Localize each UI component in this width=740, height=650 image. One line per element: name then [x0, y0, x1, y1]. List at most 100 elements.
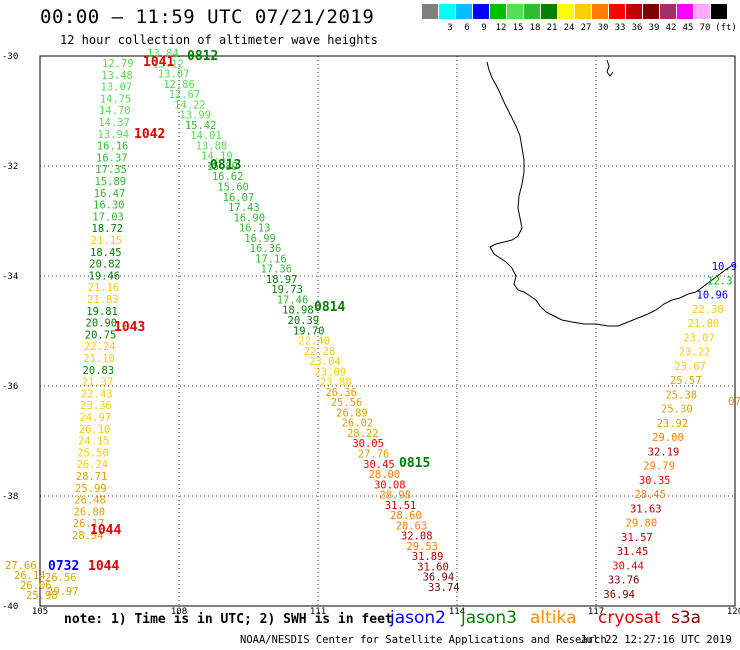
- track-value: 18.98: [282, 305, 314, 317]
- track-value: 17.46: [277, 294, 309, 306]
- scale-label: 12: [495, 23, 507, 33]
- track-value: 25.38: [665, 389, 697, 401]
- track-value: 23.88: [320, 377, 352, 389]
- track-value: 13.94: [98, 129, 130, 141]
- track-value: 23.22: [679, 347, 711, 359]
- track-value: 25.30: [661, 404, 693, 416]
- track-value: 18.45: [90, 247, 122, 259]
- scale-swatch: [439, 4, 455, 19]
- scale-swatch: [541, 4, 557, 19]
- lon-tick-label: 111: [310, 607, 326, 617]
- track-value: 28.45: [634, 489, 666, 501]
- track-value: 14.19: [201, 151, 233, 163]
- track-value: 30.35: [639, 475, 671, 487]
- track-value: 36.94: [603, 589, 635, 601]
- track-value: 21.83: [87, 294, 119, 306]
- track-value: 16.30: [93, 200, 125, 212]
- track-value: 30.44: [612, 560, 644, 572]
- pass-time-label: 0812: [187, 49, 218, 64]
- track-value: 36.94: [423, 572, 455, 584]
- satellite-legend-item: jason3: [461, 608, 517, 628]
- scale-label: 42: [665, 23, 677, 33]
- track-value: 28.54: [72, 530, 104, 542]
- credit-text: NOAA/NESDIS Center for Satellite Applica…: [240, 634, 607, 646]
- scale-unit: (ft): [715, 23, 737, 33]
- track-value: 16.90: [233, 212, 265, 224]
- track-value: 13.88: [196, 140, 228, 152]
- track-value: 26.56: [45, 572, 77, 584]
- track-value: 28.00: [369, 469, 401, 481]
- track-value: 28.60: [390, 510, 422, 522]
- pass-time-label: 0814: [314, 300, 345, 315]
- track-value: 26.89: [336, 407, 368, 419]
- track-value: 30.45: [363, 459, 395, 471]
- track-value: 22.40: [298, 336, 330, 348]
- satellite-legend-item: altika: [530, 608, 577, 628]
- lat-tick-label: -38: [2, 492, 18, 502]
- track-value: 31.57: [621, 532, 653, 544]
- track-value: 12.3: [707, 275, 732, 287]
- track-value: 20.82: [89, 259, 121, 271]
- track-value: 21.16: [88, 282, 120, 294]
- track-value: 31.45: [617, 546, 649, 558]
- track-value: 14.22: [174, 99, 206, 111]
- track-value: 28.63: [396, 520, 428, 532]
- track-value: 18.72: [92, 223, 124, 235]
- pass-time-label: 0815: [399, 456, 430, 471]
- track-value: 30.08: [374, 479, 406, 491]
- scale-label: 33: [614, 23, 626, 33]
- scale-swatch: [524, 4, 540, 19]
- track-value: 21.10: [83, 353, 115, 365]
- scale-swatch: [473, 4, 489, 19]
- track-value: 07: [728, 395, 740, 408]
- track-value: 25.98: [26, 590, 58, 602]
- track-value: 23.07: [683, 332, 715, 344]
- pass-time-label: 0732: [48, 559, 79, 574]
- satellite-legend-item: jason2: [390, 608, 446, 628]
- scale-swatch: [711, 4, 727, 19]
- pass-time-label: 1043: [114, 320, 145, 335]
- track-value: 26.06: [20, 580, 52, 592]
- map-subtitle: 12 hour collection of altimeter wave hei…: [60, 33, 378, 47]
- scale-label: 21: [546, 23, 558, 33]
- track-value: 26.36: [325, 387, 357, 399]
- track-value: 16.47: [94, 188, 126, 200]
- track-value: 23.36: [80, 400, 112, 412]
- track-value: 21.80: [688, 318, 720, 330]
- track-value: 14.37: [98, 117, 130, 129]
- scale-label: 30: [597, 23, 609, 33]
- track-value: 23.04: [309, 356, 341, 368]
- track-value: 20.75: [85, 329, 117, 341]
- scale-label: 9: [481, 23, 487, 33]
- track-value: 15.60: [217, 182, 249, 194]
- track-value: 28.22: [347, 428, 379, 440]
- track-value: 13.99: [179, 110, 211, 122]
- track-value: 21.37: [82, 377, 114, 389]
- track-value: 24.97: [80, 412, 112, 424]
- track-value: 17.36: [260, 264, 292, 276]
- track-value: 21.15: [91, 235, 123, 247]
- scale-label: 36: [631, 23, 643, 33]
- scale-swatch: [643, 4, 659, 19]
- track-value: 22.28: [304, 346, 336, 358]
- track-value: 17.03: [92, 211, 124, 223]
- satellite-legend-item: cryosat: [598, 608, 661, 628]
- track-value: 25.57: [670, 375, 702, 387]
- track-value: 12.67: [169, 89, 201, 101]
- track-value: 17.43: [228, 202, 260, 214]
- pass-time-labels: 1041 0812 1042 0813 0814 1043 0815 1044 1044 0732: [48, 49, 430, 574]
- track-value: 25.56: [331, 397, 363, 409]
- scale-swatch: [456, 4, 472, 19]
- track-value: 22.38: [692, 304, 724, 316]
- lon-tick-label: 114: [449, 607, 465, 617]
- track-value: 16.13: [239, 223, 271, 235]
- track-value: 26.10: [79, 424, 111, 436]
- track-value: 26.80: [74, 506, 106, 518]
- track-value: 15.89: [95, 176, 127, 188]
- track-value: 20.90: [86, 318, 118, 330]
- lon-tick-label: 117: [588, 607, 604, 617]
- track-values: 12.7913.4813.0714.7514.7014.3713.9416.16…: [5, 48, 740, 602]
- track-value: 31.89: [412, 551, 444, 563]
- lon-tick-label: 108: [171, 607, 187, 617]
- track-value: 16.07: [223, 192, 255, 204]
